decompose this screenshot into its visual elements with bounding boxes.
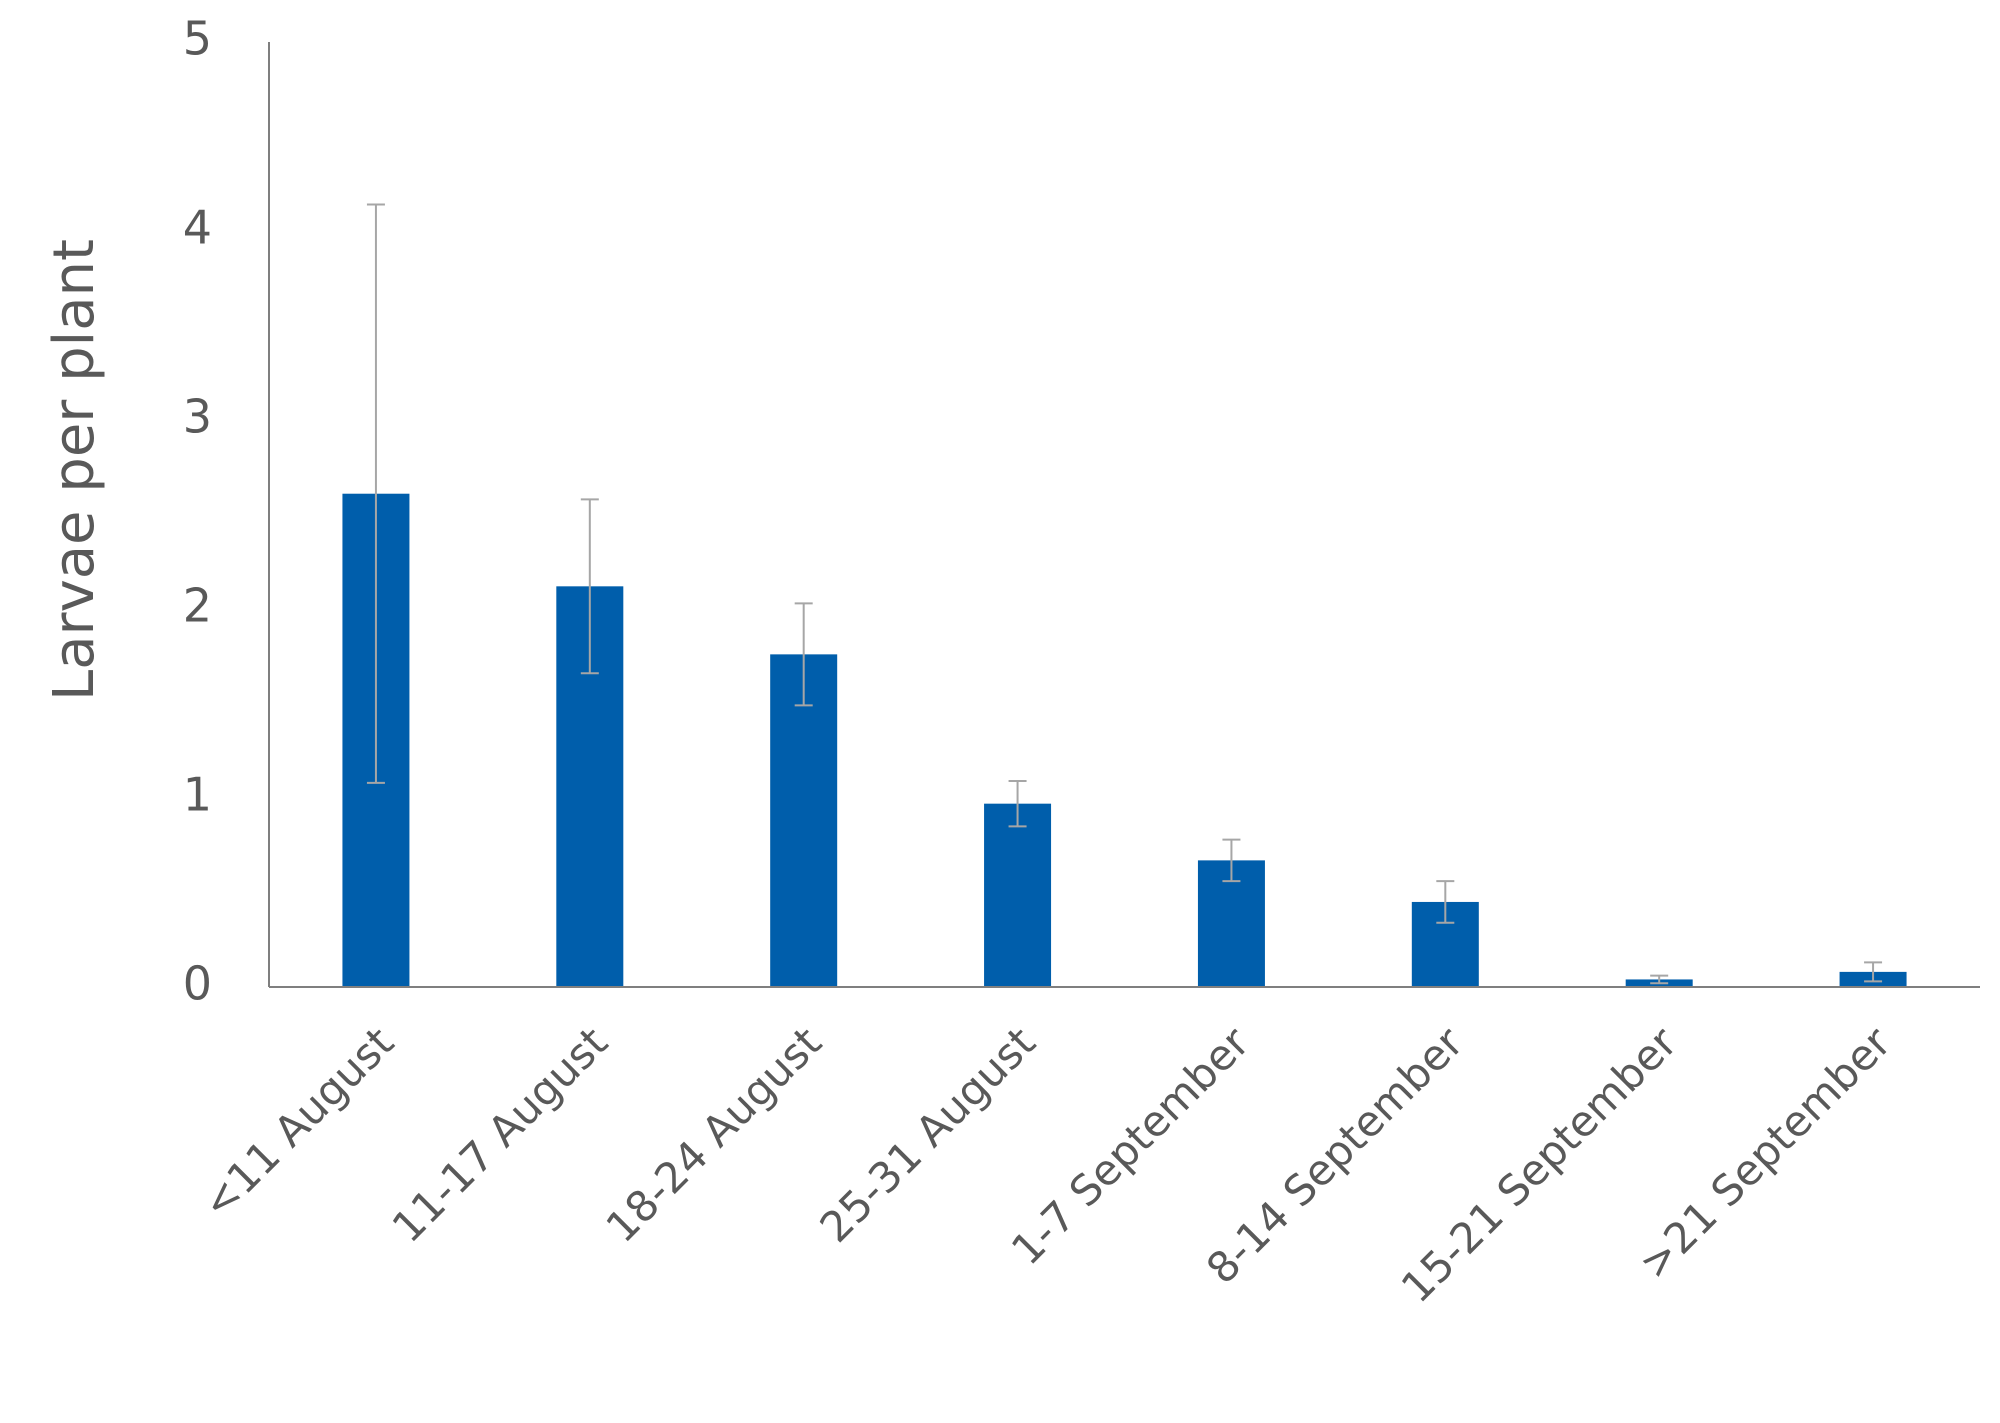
- error-bar: [1864, 961, 1883, 983]
- error-bar: [366, 203, 385, 784]
- y-tick-label: 3: [183, 390, 212, 444]
- error-bar: [1436, 880, 1455, 924]
- x-tick-label: 18-24 August: [597, 1018, 831, 1252]
- y-tick-label: 0: [183, 957, 212, 1011]
- error-bar: [1650, 974, 1669, 985]
- bar: [770, 654, 838, 987]
- x-tick-label: <11 August: [192, 1018, 403, 1229]
- x-tick-label: 11-17 August: [383, 1018, 617, 1252]
- error-bar: [794, 602, 813, 707]
- y-axis-title: Larvae per plant: [42, 239, 107, 701]
- y-tick-label: 4: [183, 201, 212, 255]
- bar: [984, 803, 1052, 987]
- y-tick-label: 2: [183, 579, 212, 633]
- y-tick-label: 5: [183, 12, 212, 66]
- x-tick-label: 25-31 August: [810, 1018, 1044, 1252]
- error-bar: [580, 498, 599, 675]
- y-tick-label: 1: [183, 768, 212, 822]
- error-bar: [1222, 838, 1241, 883]
- error-bar: [1008, 779, 1027, 828]
